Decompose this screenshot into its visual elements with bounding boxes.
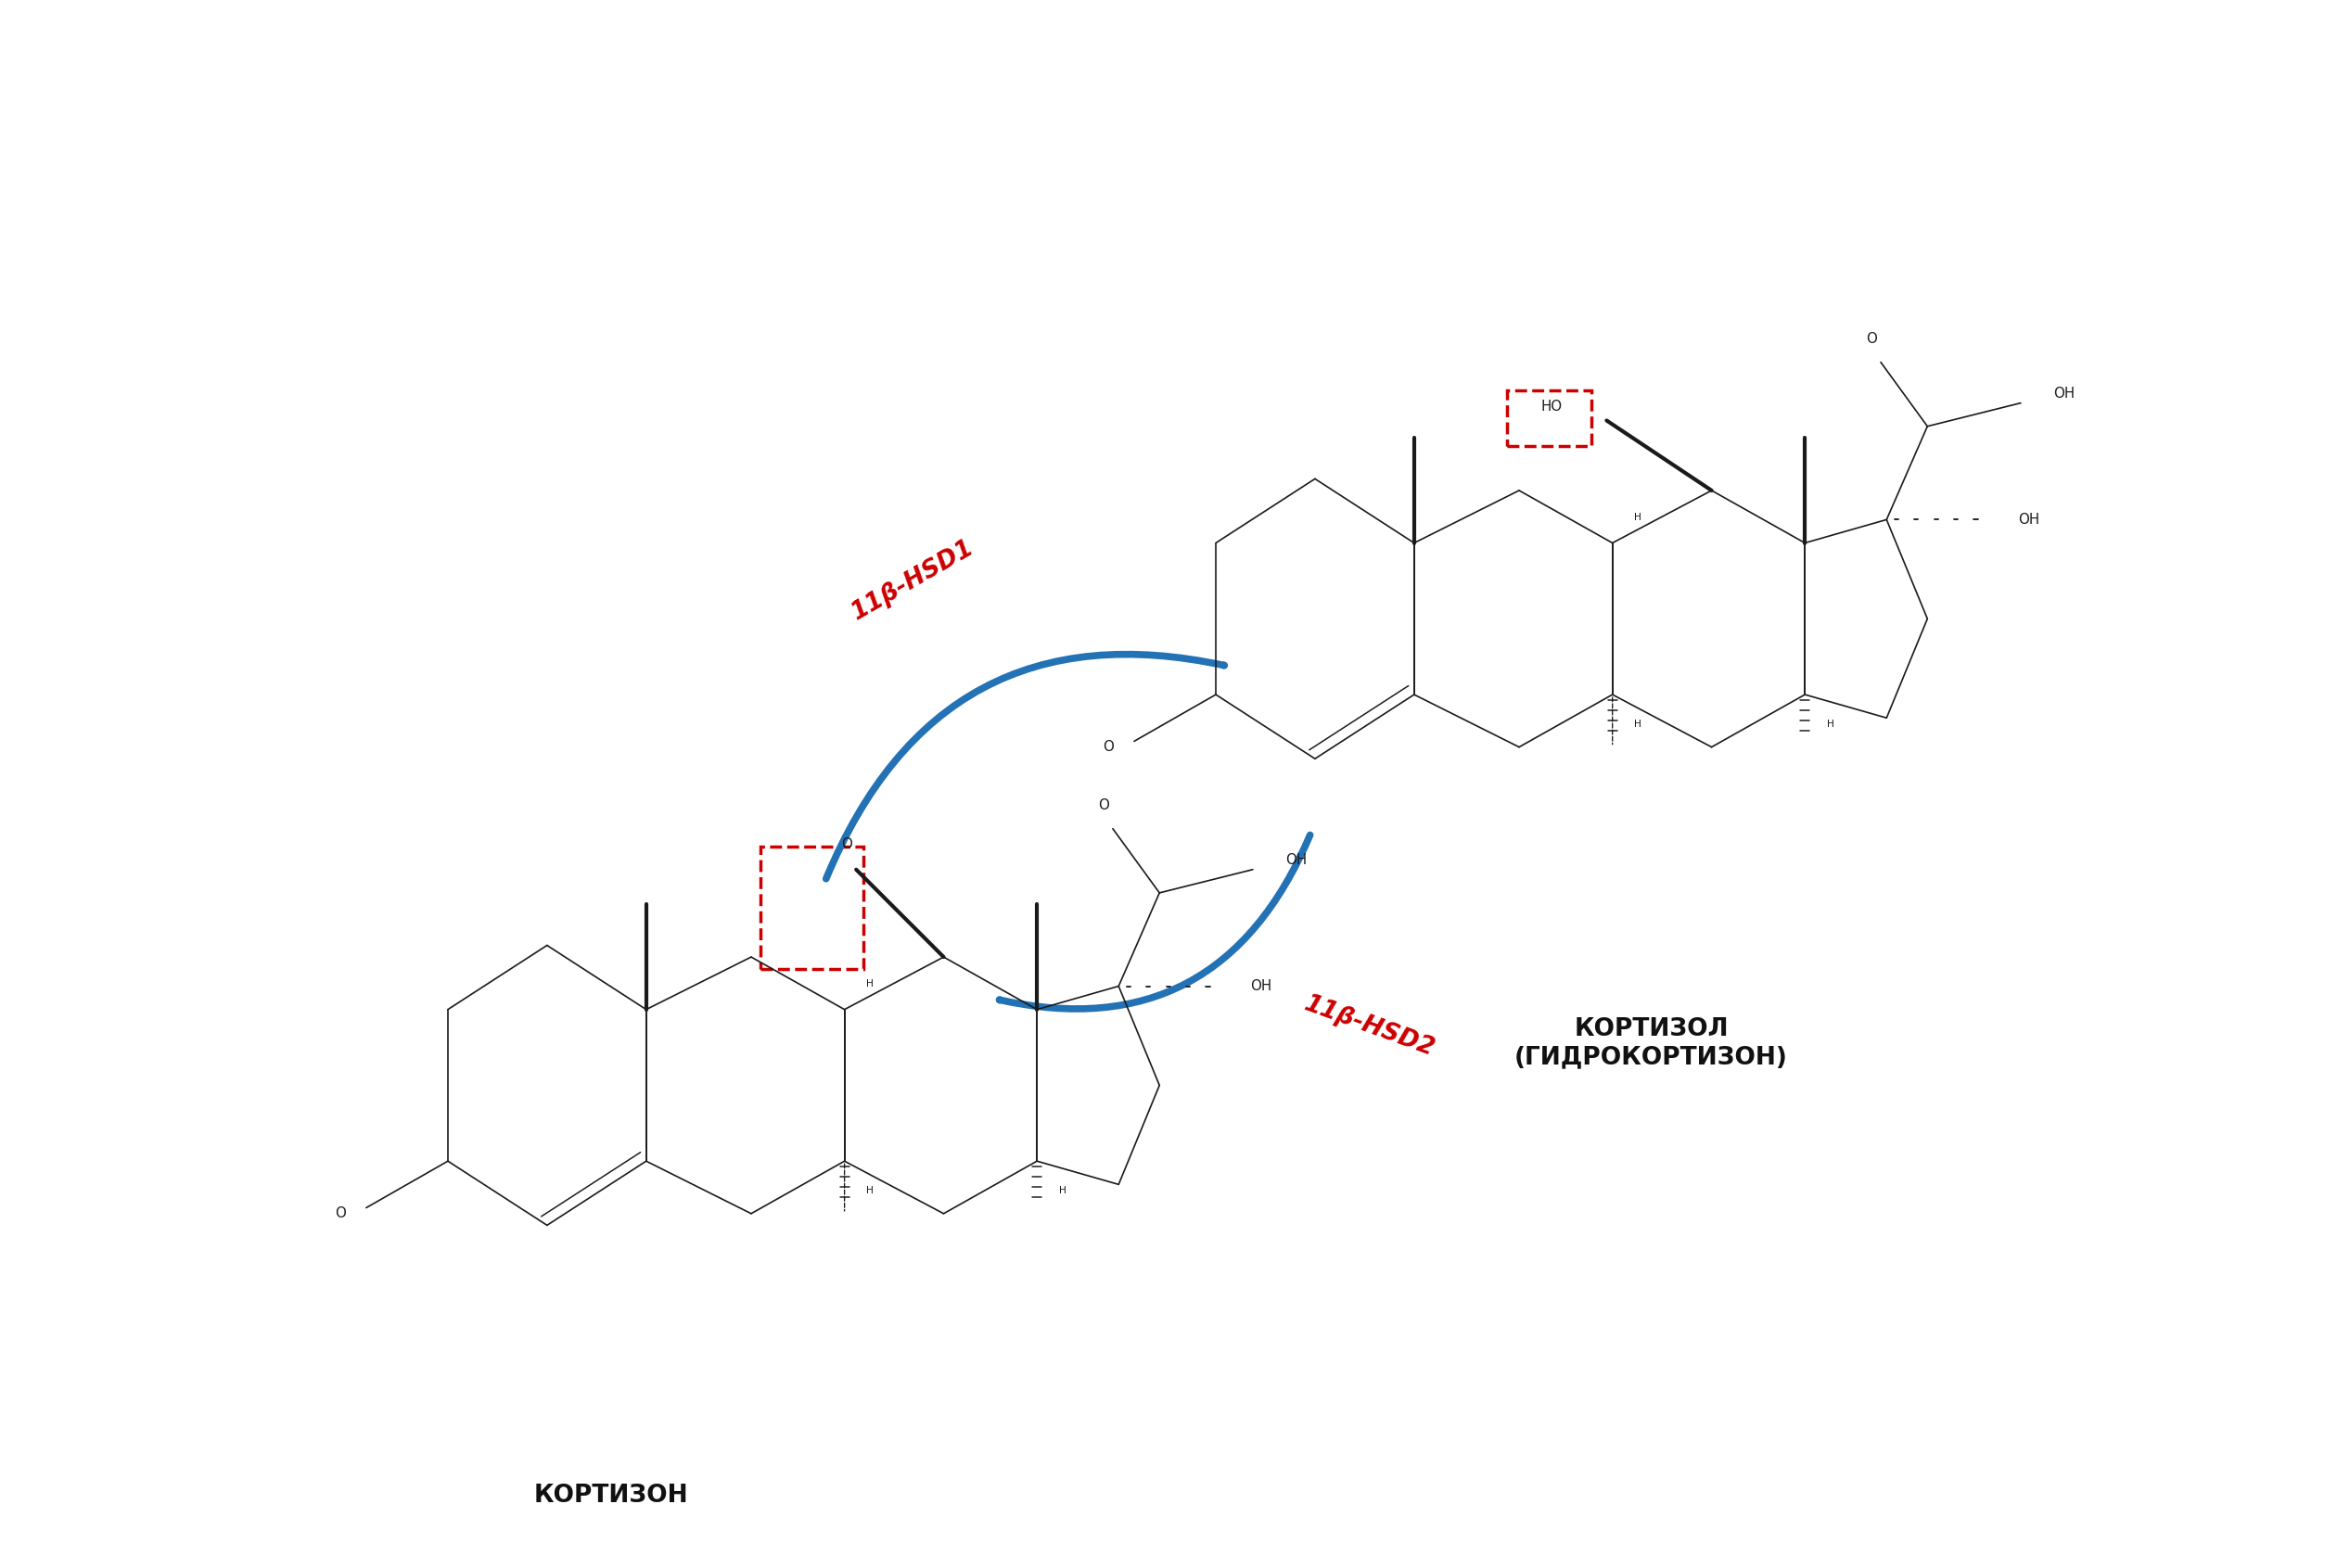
Text: OH: OH — [1250, 978, 1271, 993]
FancyArrowPatch shape — [999, 836, 1309, 1008]
Text: OH: OH — [2054, 387, 2075, 400]
Text: O: O — [1097, 798, 1109, 812]
Text: H: H — [867, 1185, 874, 1195]
Text: H: H — [1636, 513, 1643, 522]
Text: 11β-HSD1: 11β-HSD1 — [846, 535, 978, 624]
Text: O: O — [841, 837, 853, 851]
Text: H: H — [1826, 720, 1835, 729]
Text: КОРТИЗОЛ
(ГИДРОКОРТИЗОН): КОРТИЗОЛ (ГИДРОКОРТИЗОН) — [1516, 1018, 1788, 1069]
FancyArrowPatch shape — [827, 654, 1224, 878]
Text: HO: HO — [1542, 400, 1563, 414]
Text: O: O — [1866, 332, 1878, 347]
Text: H: H — [1636, 720, 1643, 729]
Text: 11β-HSD2: 11β-HSD2 — [1302, 993, 1438, 1062]
Bar — [761, 847, 862, 969]
Text: H: H — [1060, 1185, 1067, 1195]
Text: OH: OH — [1285, 853, 1307, 867]
Text: OH: OH — [2019, 513, 2040, 527]
Text: O: O — [1102, 740, 1114, 754]
Text: H: H — [867, 978, 874, 988]
Text: КОРТИЗОН: КОРТИЗОН — [533, 1483, 689, 1508]
Bar — [1506, 390, 1591, 447]
Text: O: O — [336, 1207, 345, 1220]
